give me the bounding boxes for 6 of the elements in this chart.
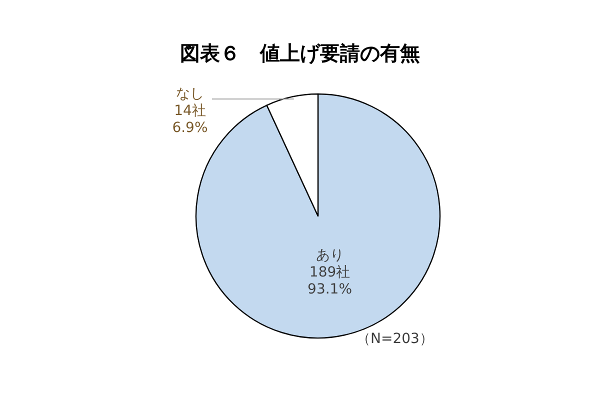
data-label: 189社 93.1% — [308, 264, 352, 298]
slice-label: なし — [176, 86, 204, 102]
chart-title: 図表６ 値上げ要請の有無 — [180, 41, 420, 65]
slice-label: あり — [316, 248, 344, 264]
text: （N=203） — [356, 331, 434, 347]
data-label: 14社 6.9% — [172, 103, 208, 136]
